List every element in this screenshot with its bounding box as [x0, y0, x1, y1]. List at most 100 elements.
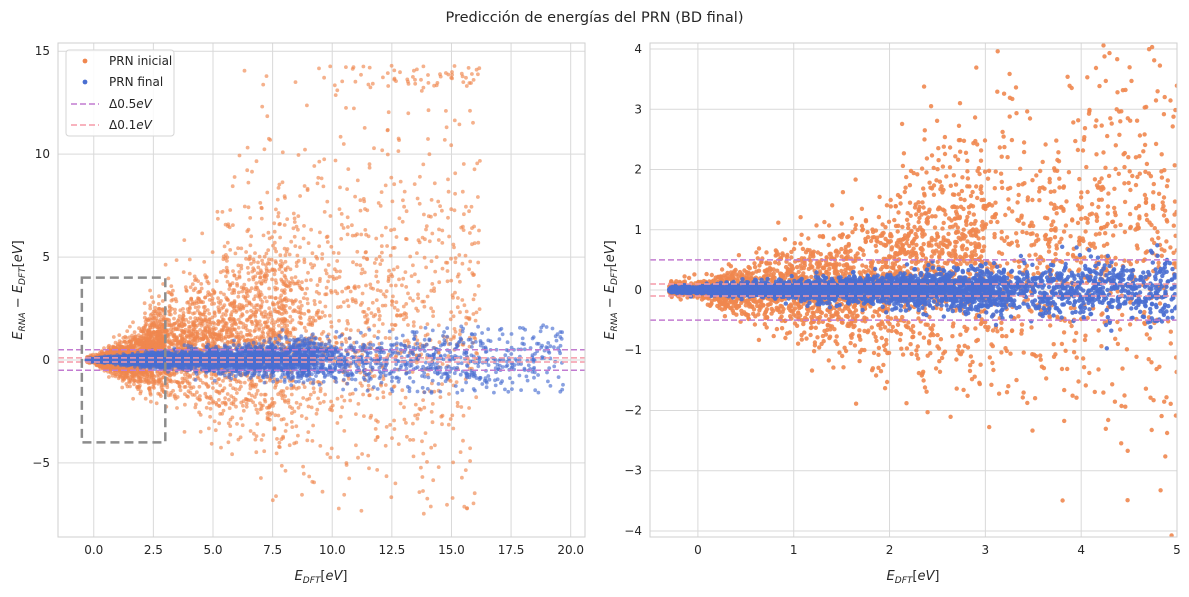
point-prn-inicial: [339, 415, 343, 419]
point-prn-inicial: [441, 267, 445, 271]
point-prn-inicial: [421, 236, 425, 240]
point-prn-inicial: [277, 324, 281, 328]
point-prn-inicial: [363, 228, 367, 232]
point-prn-inicial: [422, 86, 426, 90]
point-prn-inicial: [455, 380, 459, 384]
point-prn-inicial: [306, 187, 310, 191]
point-prn-inicial: [268, 379, 272, 383]
point-prn-inicial: [462, 414, 466, 418]
point-prn-inicial: [168, 340, 172, 344]
point-prn-inicial: [361, 268, 365, 272]
point-prn-inicial: [260, 438, 264, 442]
point-prn-inicial: [377, 330, 381, 334]
point-prn-inicial: [316, 283, 320, 287]
point-prn-inicial: [231, 184, 235, 188]
point-prn-inicial: [294, 441, 298, 445]
point-prn-inicial: [207, 427, 211, 431]
point-prn-inicial: [351, 297, 355, 301]
point-prn-inicial: [345, 319, 349, 323]
point-prn-inicial: [449, 257, 453, 261]
point-prn-inicial: [247, 205, 251, 209]
point-prn-inicial: [235, 422, 239, 426]
point-prn-inicial: [267, 287, 271, 291]
point-prn-inicial: [229, 313, 233, 317]
point-prn-inicial: [399, 402, 403, 406]
point-prn-inicial: [294, 309, 298, 313]
point-prn-inicial: [428, 239, 432, 243]
point-prn-inicial: [422, 406, 426, 410]
point-prn-inicial: [406, 339, 410, 343]
point-prn-inicial: [289, 267, 293, 271]
point-prn-inicial: [197, 305, 201, 309]
point-prn-inicial: [184, 288, 188, 292]
point-prn-inicial: [174, 297, 178, 301]
point-prn-inicial: [432, 289, 436, 293]
point-prn-inicial: [317, 160, 321, 164]
point-prn-inicial: [248, 329, 252, 333]
point-prn-inicial: [385, 425, 389, 429]
point-prn-inicial: [321, 310, 325, 314]
point-prn-inicial: [251, 322, 255, 326]
point-prn-inicial: [300, 280, 304, 284]
point-prn-inicial: [404, 396, 408, 400]
point-prn-inicial: [247, 392, 251, 396]
point-prn-inicial: [318, 300, 322, 304]
point-prn-inicial: [374, 257, 378, 261]
point-prn-inicial: [165, 329, 169, 333]
point-prn-inicial: [229, 383, 233, 387]
point-prn-inicial: [265, 267, 269, 271]
point-prn-inicial: [425, 497, 429, 501]
point-prn-inicial: [467, 267, 471, 271]
point-prn-inicial: [431, 478, 435, 482]
point-prn-inicial: [145, 333, 149, 337]
point-prn-inicial: [184, 318, 188, 322]
point-prn-inicial: [325, 235, 329, 239]
point-prn-inicial: [438, 340, 442, 344]
point-prn-inicial: [368, 66, 372, 70]
point-prn-inicial: [400, 388, 404, 392]
point-prn-inicial: [298, 284, 302, 288]
point-prn-inicial: [234, 252, 238, 256]
point-prn-inicial: [426, 137, 430, 141]
point-prn-inicial: [410, 274, 414, 278]
point-prn-inicial: [294, 275, 298, 279]
point-prn-inicial: [333, 267, 337, 271]
point-prn-inicial: [477, 229, 481, 233]
point-prn-inicial: [255, 159, 259, 163]
point-prn-inicial: [273, 386, 277, 390]
point-prn-inicial: [357, 285, 361, 289]
point-prn-inicial: [173, 311, 177, 315]
point-prn-inicial: [260, 282, 264, 286]
point-prn-inicial: [144, 320, 148, 324]
point-prn-inicial: [239, 336, 243, 340]
point-prn-inicial: [470, 226, 474, 230]
point-prn-inicial: [235, 391, 239, 395]
point-prn-inicial: [350, 223, 354, 227]
point-prn-inicial: [422, 300, 426, 304]
point-prn-inicial: [375, 270, 379, 274]
point-prn-inicial: [261, 83, 265, 87]
point-prn-inicial: [120, 386, 124, 390]
point-prn-inicial: [258, 276, 262, 280]
point-prn-inicial: [390, 323, 394, 327]
point-prn-inicial: [405, 435, 409, 439]
point-prn-inicial: [388, 336, 392, 340]
point-prn-inicial: [220, 339, 224, 343]
point-prn-inicial: [326, 280, 330, 284]
point-prn-inicial: [475, 68, 479, 72]
point-prn-inicial: [201, 343, 205, 347]
point-prn-inicial: [367, 466, 371, 470]
point-prn-inicial: [148, 387, 152, 391]
point-prn-inicial: [418, 175, 422, 179]
point-prn-inicial: [182, 270, 186, 274]
point-prn-inicial: [226, 340, 230, 344]
point-prn-inicial: [323, 393, 327, 397]
point-prn-inicial: [468, 81, 472, 85]
point-prn-inicial: [436, 200, 440, 204]
point-prn-inicial: [344, 106, 348, 110]
point-prn-inicial: [306, 430, 310, 434]
point-prn-inicial: [246, 266, 250, 270]
point-prn-inicial: [232, 308, 236, 312]
point-prn-inicial: [175, 339, 179, 343]
point-prn-inicial: [371, 287, 375, 291]
